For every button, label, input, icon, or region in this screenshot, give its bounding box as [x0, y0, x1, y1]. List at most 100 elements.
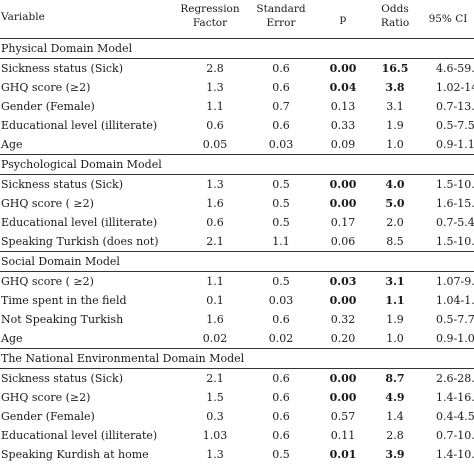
- header-regression-factor: Regression Factor: [162, 0, 248, 39]
- header-variable: Variable: [0, 0, 162, 39]
- cell-ci: 1.02-14.4: [436, 80, 474, 94]
- cell-standard-error: 0.5: [272, 447, 290, 461]
- cell-ci: 0.7-10.2: [436, 428, 474, 442]
- cell-p-value: 0.06: [314, 231, 372, 252]
- table-row: Educational level (illiterate) 0.6 0.6 0.33…: [0, 116, 474, 135]
- cell-regression-factor: 0.6: [206, 215, 224, 229]
- cell-p-value: 0.00: [329, 177, 357, 191]
- header-ci: 95% CI: [418, 0, 474, 39]
- section-header-row: The National Environmental Domain Model: [0, 348, 474, 369]
- cell-regression-factor: 0.3: [206, 409, 224, 423]
- cell-standard-error: 0.6: [272, 61, 290, 75]
- cell-ci: 1.4-16.2: [436, 390, 474, 404]
- cell-ci: 1.07-9.0: [436, 274, 474, 288]
- cell-p-value: 0.00: [329, 293, 357, 307]
- cell-ci: 2.6-28.6: [436, 371, 474, 385]
- cell-variable: Not Speaking Turkish: [1, 312, 124, 326]
- section-header-row: Social Domain Model: [0, 251, 474, 272]
- cell-p-value: 0.33: [330, 118, 356, 132]
- cell-odds-ratio: 16.5: [381, 61, 409, 75]
- cell-variable: Speaking Kurdish at home: [1, 447, 149, 461]
- cell-standard-error: 0.5: [272, 177, 290, 191]
- table-row: Gender (Female) 0.3 0.6 0.57 1.4 0.4-4.5: [0, 407, 474, 426]
- table-header-row: Variable Regression Factor Standard Error …: [0, 0, 474, 39]
- cell-regression-factor: 1.5: [206, 390, 224, 404]
- cell-odds-ratio: 3.9: [385, 447, 405, 461]
- cell-odds-ratio: 2.0: [386, 215, 404, 229]
- cell-regression-factor: 0.02: [162, 328, 248, 349]
- cell-p-value: 0.20: [314, 328, 372, 349]
- cell-regression-factor: 1.3: [206, 177, 224, 191]
- cell-ci: 1.5-10.9: [418, 231, 474, 252]
- section-title: Physical Domain Model: [0, 38, 474, 59]
- cell-regression-factor: 2.8: [206, 61, 224, 75]
- table-row: Sickness status (Sick) 2.8 0.6 0.00 16.5 4.6-…: [0, 58, 474, 78]
- cell-standard-error: 0.6: [272, 409, 290, 423]
- cell-variable: Gender (Female): [1, 409, 95, 423]
- cell-odds-ratio: 8.5: [372, 231, 418, 252]
- cell-p-value: 0.00: [329, 61, 357, 75]
- table-row: Time spent in the field 0.1 0.03 0.00 1.1 1.0…: [0, 291, 474, 310]
- cell-variable: GHQ score ( ≥2): [1, 196, 94, 210]
- cell-ci: 1.4-10.4: [436, 447, 474, 461]
- cell-odds-ratio: 4.0: [385, 177, 405, 191]
- table-row: Educational level (illiterate) 1.03 0.6 0.1…: [0, 426, 474, 445]
- cell-standard-error: 1.1: [248, 231, 314, 252]
- cell-odds-ratio: 3.1: [385, 274, 405, 288]
- section-header-row: Psychological Domain Model: [0, 154, 474, 175]
- cell-ci: 1.04-1.1: [436, 293, 474, 307]
- section-title: Psychological Domain Model: [0, 154, 474, 175]
- cell-regression-factor: 1.1: [206, 99, 224, 113]
- cell-p-value: 0.00: [329, 390, 357, 404]
- cell-ci: 4.6-59.2: [436, 61, 474, 75]
- cell-p-value: 0.00: [329, 371, 357, 385]
- section-header-row: Physical Domain Model: [0, 38, 474, 59]
- cell-ci: 1.6-15.5: [436, 196, 474, 210]
- cell-regression-factor: 1.03: [202, 428, 228, 442]
- cell-variable: Age: [0, 134, 162, 155]
- cell-odds-ratio: 1.9: [386, 312, 404, 326]
- cell-ci: 0.7-13.3: [436, 99, 474, 113]
- cell-odds-ratio: 1.0: [372, 328, 418, 349]
- table-row: Sickness status (Sick) 1.3 0.5 0.00 4.0 1.5-1…: [0, 174, 474, 194]
- cell-variable: Sickness status (Sick): [1, 177, 123, 191]
- cell-variable: GHQ score ( ≥2): [1, 274, 94, 288]
- cell-p-value: 0.04: [329, 80, 357, 94]
- cell-regression-factor: 1.1: [206, 274, 224, 288]
- cell-standard-error: 0.6: [272, 390, 290, 404]
- table-row: GHQ score ( ≥2) 1.1 0.5 0.03 3.1 1.07-9.0: [0, 271, 474, 291]
- cell-standard-error: 0.02: [248, 328, 314, 349]
- cell-odds-ratio: 3.8: [385, 80, 405, 94]
- cell-ci: 1.5-10.9: [436, 177, 474, 191]
- cell-standard-error: 0.6: [272, 118, 290, 132]
- cell-p-value: 0.00: [329, 196, 357, 210]
- cell-standard-error: 0.7: [272, 99, 290, 113]
- cell-ci: 0.5-7.5: [436, 118, 474, 132]
- cell-odds-ratio: 1.1: [385, 293, 405, 307]
- cell-ci: 0.9-1.1: [418, 134, 474, 155]
- cell-odds-ratio: 2.8: [386, 428, 404, 442]
- section-title: Social Domain Model: [0, 251, 474, 272]
- cell-standard-error: 0.6: [272, 371, 290, 385]
- header-p: p: [314, 0, 372, 39]
- cell-odds-ratio: 3.1: [386, 99, 404, 113]
- cell-odds-ratio: 8.7: [385, 371, 405, 385]
- table-row: Speaking Kurdish at home 1.3 0.5 0.01 3.9 1.4…: [0, 445, 474, 464]
- table-body: Physical Domain Model Sickness status (Si…: [0, 38, 474, 464]
- table-row: Speaking Turkish (does not) 2.1 1.1 0.06 8.5…: [0, 231, 474, 252]
- cell-standard-error: 0.6: [272, 428, 290, 442]
- table-row: Gender (Female) 1.1 0.7 0.13 3.1 0.7-13.3: [0, 97, 474, 116]
- cell-variable: Educational level (illiterate): [1, 118, 158, 132]
- table-row: Educational level (illiterate) 0.6 0.5 0.17…: [0, 213, 474, 232]
- cell-regression-factor: 1.6: [206, 312, 224, 326]
- cell-variable: Time spent in the field: [1, 293, 127, 307]
- table-row: GHQ score ( ≥2) 1.6 0.5 0.00 5.0 1.6-15.5: [0, 194, 474, 213]
- cell-regression-factor: 0.6: [206, 118, 224, 132]
- cell-variable: Educational level (illiterate): [1, 428, 158, 442]
- cell-regression-factor: 1.3: [206, 447, 224, 461]
- cell-standard-error: 0.5: [272, 274, 290, 288]
- cell-regression-factor: 0.1: [206, 293, 224, 307]
- cell-regression-factor: 1.6: [206, 196, 224, 210]
